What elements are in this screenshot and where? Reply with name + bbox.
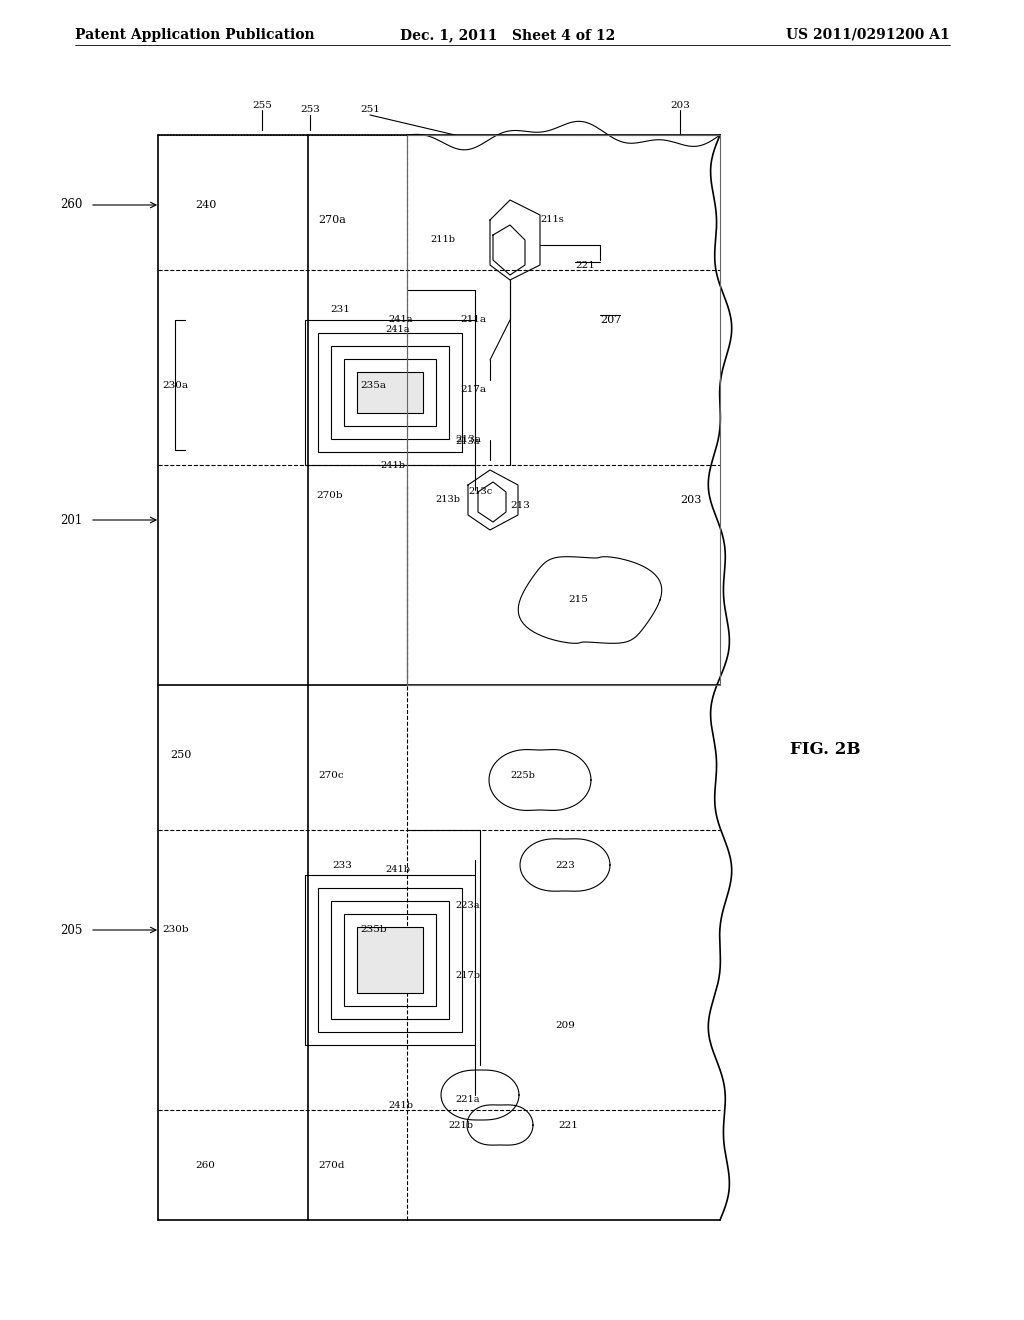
Text: 241b: 241b <box>385 866 410 874</box>
Bar <box>305 319 475 465</box>
Text: 211a: 211a <box>460 315 486 325</box>
Text: 209: 209 <box>555 1020 574 1030</box>
Bar <box>305 875 475 1045</box>
Text: Patent Application Publication: Patent Application Publication <box>75 28 314 42</box>
Text: 213: 213 <box>510 500 529 510</box>
Text: 240: 240 <box>195 201 216 210</box>
Text: 213a: 213a <box>455 436 481 445</box>
Text: 223a: 223a <box>455 900 479 909</box>
Text: 201: 201 <box>60 513 82 527</box>
Text: Dec. 1, 2011   Sheet 4 of 12: Dec. 1, 2011 Sheet 4 of 12 <box>400 28 615 42</box>
Text: 253: 253 <box>300 106 319 115</box>
Bar <box>331 346 449 440</box>
Text: 217a: 217a <box>460 385 486 395</box>
Bar <box>357 927 423 993</box>
Text: 230a: 230a <box>162 380 188 389</box>
Text: 241b: 241b <box>388 1101 413 1110</box>
Text: 241a: 241a <box>385 326 410 334</box>
Bar <box>344 913 436 1006</box>
Text: 217b: 217b <box>455 970 480 979</box>
Text: 270c: 270c <box>318 771 344 780</box>
Text: 207: 207 <box>600 315 622 325</box>
Text: 213b: 213b <box>435 495 460 504</box>
Text: 221: 221 <box>558 1121 578 1130</box>
Text: 270b: 270b <box>316 491 343 499</box>
Text: 211s: 211s <box>540 215 564 224</box>
Bar <box>407 135 720 685</box>
Text: 260: 260 <box>195 1160 215 1170</box>
Text: 221b: 221b <box>449 1121 473 1130</box>
Text: 211b: 211b <box>430 235 455 244</box>
Text: 205: 205 <box>60 924 82 936</box>
Bar <box>318 888 462 1032</box>
Text: 231: 231 <box>330 305 350 314</box>
Text: 233: 233 <box>332 861 352 870</box>
Bar <box>357 372 423 413</box>
Text: 235a: 235a <box>360 380 386 389</box>
Text: 251: 251 <box>360 106 380 115</box>
Bar <box>344 359 436 426</box>
Text: 221: 221 <box>575 260 595 269</box>
Text: 215: 215 <box>568 595 588 605</box>
Bar <box>318 333 462 451</box>
Text: 225b: 225b <box>510 771 535 780</box>
Text: 203: 203 <box>670 100 690 110</box>
Text: 255: 255 <box>252 100 272 110</box>
Text: US 2011/0291200 A1: US 2011/0291200 A1 <box>786 28 950 42</box>
Text: 223: 223 <box>555 861 574 870</box>
Text: FIG. 2B: FIG. 2B <box>790 742 860 759</box>
Text: 241a: 241a <box>388 315 413 325</box>
Text: 270a: 270a <box>318 215 346 224</box>
Text: 250: 250 <box>170 750 191 760</box>
Text: 230b: 230b <box>162 925 188 935</box>
Text: 241b: 241b <box>380 461 406 470</box>
Text: 213a: 213a <box>455 437 479 446</box>
Text: 213c: 213c <box>468 487 493 496</box>
Bar <box>331 902 449 1019</box>
Text: 203: 203 <box>680 495 701 506</box>
Text: 270d: 270d <box>318 1160 344 1170</box>
Text: 221a: 221a <box>455 1096 479 1105</box>
Text: 235b: 235b <box>360 925 387 935</box>
Text: 260: 260 <box>60 198 82 211</box>
